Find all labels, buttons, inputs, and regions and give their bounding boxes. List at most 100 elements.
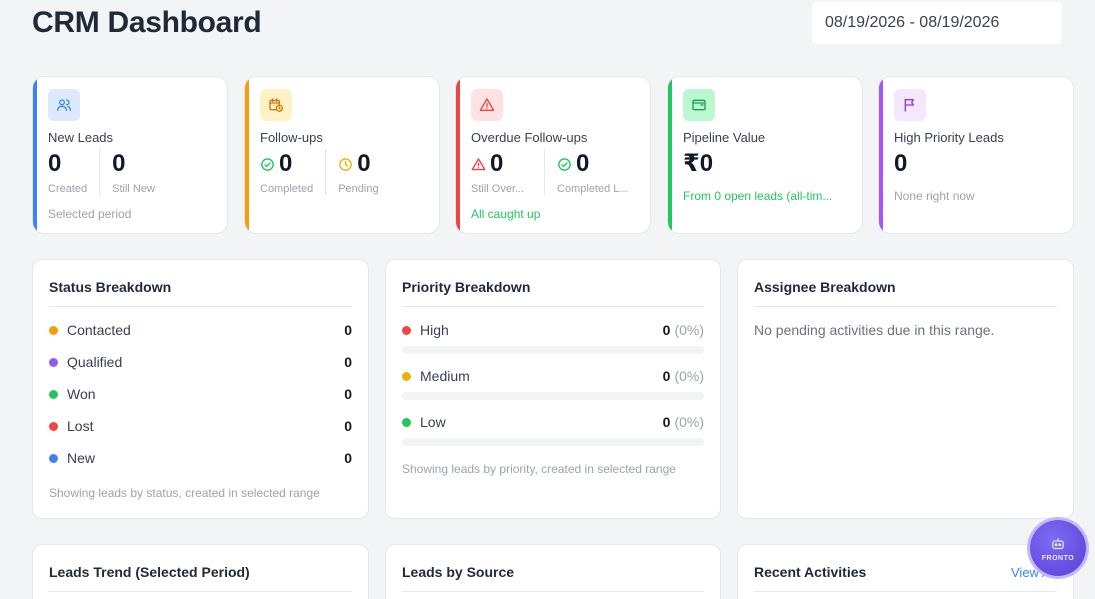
kpi-title: Pipeline Value xyxy=(683,130,766,145)
kpi-overdue-followups[interactable]: Overdue Follow-ups 0 Still Over... 0 Com… xyxy=(455,76,651,234)
priority-label: Medium xyxy=(420,368,470,384)
status-count: 0 xyxy=(344,418,352,434)
status-count: 0 xyxy=(344,322,352,338)
divider xyxy=(754,306,1057,307)
divider xyxy=(49,591,352,592)
panel-title: Recent Activities xyxy=(754,564,867,580)
status-label: Lost xyxy=(67,418,94,434)
leads-by-source-panel: Leads by Source xyxy=(385,544,721,599)
kpi-footer: From 0 open leads (all-tim... xyxy=(683,189,833,203)
kpi-followups[interactable]: Follow-ups 0 Completed 0 Pending xyxy=(244,76,440,234)
completed-late-label: Completed L... xyxy=(557,183,629,195)
priority-percent: (0%) xyxy=(674,414,704,430)
still-overdue-count: 0 xyxy=(490,150,504,177)
panel-note: Showing leads by priority, created in se… xyxy=(402,462,676,476)
high-priority-count: 0 xyxy=(894,150,908,177)
pending-label: Pending xyxy=(338,183,379,195)
priority-percent: (0%) xyxy=(674,368,704,384)
status-row-won: Won 0 xyxy=(49,384,352,404)
leads-trend-panel: Leads Trend (Selected Period) xyxy=(32,544,369,599)
priority-breakdown-panel: Priority Breakdown High 0 (0%) Medium 0 … xyxy=(385,259,721,519)
priority-row-medium: Medium 0 (0%) xyxy=(402,366,704,400)
completed-late-count: 0 xyxy=(576,150,590,177)
priority-bar xyxy=(402,346,704,354)
status-label: New xyxy=(67,450,96,466)
priority-dot xyxy=(402,325,411,335)
divider xyxy=(402,306,704,307)
priority-percent: (0%) xyxy=(674,322,704,338)
completed-count: 0 xyxy=(279,150,293,177)
panel-title: Leads Trend (Selected Period) xyxy=(49,564,250,580)
kpi-title: High Priority Leads xyxy=(894,130,1004,145)
priority-bar xyxy=(402,392,704,400)
page-title: CRM Dashboard xyxy=(32,6,262,39)
users-icon xyxy=(48,89,80,121)
kpi-title: New Leads xyxy=(48,130,114,145)
check-circle-icon xyxy=(558,157,571,171)
clock-icon xyxy=(339,157,353,171)
priority-label: High xyxy=(420,322,449,338)
panel-title: Leads by Source xyxy=(402,564,515,580)
priority-row-high: High 0 (0%) xyxy=(402,320,704,354)
priority-dot xyxy=(402,371,411,381)
still-new-count: 0 xyxy=(112,150,126,177)
priority-bar xyxy=(402,438,704,446)
kpi-new-leads[interactable]: New Leads 0 Created 0 Still New Selected… xyxy=(32,76,228,234)
panel-title: Status Breakdown xyxy=(49,279,172,295)
pending-count: 0 xyxy=(357,150,371,177)
status-dot xyxy=(49,325,58,335)
priority-dot xyxy=(402,417,411,427)
date-range-picker[interactable]: 08/19/2026 - 08/19/2026 xyxy=(812,2,1062,44)
kpi-footer: Selected period xyxy=(48,207,132,221)
status-label: Qualified xyxy=(67,354,123,370)
flag-icon xyxy=(894,89,926,121)
kpi-title: Overdue Follow-ups xyxy=(471,130,588,145)
panel-title: Priority Breakdown xyxy=(402,279,531,295)
priority-row-low: Low 0 (0%) xyxy=(402,412,704,446)
empty-state-message: No pending activities due in this range. xyxy=(754,322,995,338)
priority-label: Low xyxy=(420,414,446,430)
kpi-footer: All caught up xyxy=(471,207,541,221)
priority-count: 0 xyxy=(662,322,671,338)
panel-title: Assignee Breakdown xyxy=(754,279,896,295)
kpi-high-priority-leads[interactable]: High Priority Leads 0 None right now xyxy=(878,76,1074,234)
still-new-label: Still New xyxy=(112,183,155,195)
status-label: Contacted xyxy=(67,322,131,338)
still-overdue-label: Still Over... xyxy=(471,183,525,195)
kpi-footer: None right now xyxy=(894,189,975,203)
kpi-title: Follow-ups xyxy=(260,130,323,145)
status-dot xyxy=(49,453,58,463)
status-count: 0 xyxy=(344,386,352,402)
status-row-qualified: Qualified 0 xyxy=(49,352,352,372)
status-row-contacted: Contacted 0 xyxy=(49,320,352,340)
status-dot xyxy=(49,357,58,367)
alert-triangle-icon xyxy=(471,157,486,170)
alert-triangle-icon xyxy=(471,89,503,121)
divider xyxy=(402,591,704,592)
created-label: Created xyxy=(48,183,88,195)
completed-label: Completed xyxy=(260,183,314,195)
fab-label: FRONTO xyxy=(1041,554,1075,562)
priority-count: 0 xyxy=(662,368,671,384)
divider xyxy=(49,306,352,307)
calendar-clock-icon xyxy=(260,89,292,121)
status-dot xyxy=(49,389,58,399)
panel-note: Showing leads by status, created in sele… xyxy=(49,486,320,500)
status-count: 0 xyxy=(344,354,352,370)
status-row-new: New 0 xyxy=(49,448,352,468)
priority-count: 0 xyxy=(662,414,671,430)
status-dot xyxy=(49,421,58,431)
bot-icon xyxy=(1052,537,1064,549)
recent-activities-panel: Recent Activities View All xyxy=(737,544,1074,599)
wallet-icon xyxy=(683,89,715,121)
created-count: 0 xyxy=(48,150,62,177)
kpi-pipeline-value[interactable]: Pipeline Value ₹0 From 0 open leads (all… xyxy=(667,76,863,234)
status-breakdown-panel: Status Breakdown Contacted 0 Qualified 0… xyxy=(32,259,369,519)
status-row-lost: Lost 0 xyxy=(49,416,352,436)
assignee-breakdown-panel: Assignee Breakdown No pending activities… xyxy=(737,259,1074,519)
status-count: 0 xyxy=(344,450,352,466)
divider xyxy=(754,591,1057,592)
assistant-fab-button[interactable]: FRONTO xyxy=(1030,520,1086,576)
check-circle-icon xyxy=(261,157,274,171)
status-label: Won xyxy=(67,386,96,402)
